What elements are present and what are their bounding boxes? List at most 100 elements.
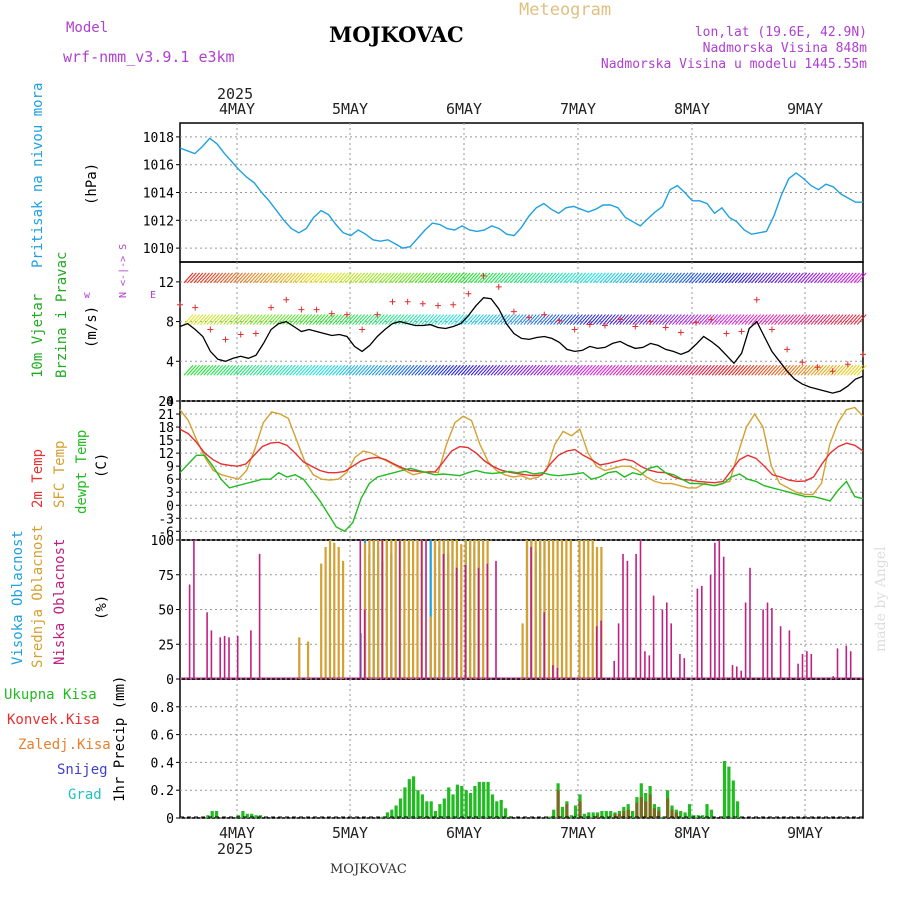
mid-cloud-title: Srednja Oblacnost [30, 525, 46, 668]
wind-arrow [771, 272, 781, 284]
y-tick-label: 1014 [143, 187, 174, 202]
wind-arrow [787, 314, 798, 325]
wind-arrow [493, 314, 504, 325]
wind-arrow [315, 272, 326, 284]
low-cloud-bar [206, 612, 208, 679]
low-cloud-bar [771, 608, 773, 679]
wind-arrow [223, 314, 233, 325]
wind-arrow [441, 364, 451, 376]
low-cloud-bar [749, 567, 751, 679]
wind-arrow [312, 272, 323, 284]
gust-mark [571, 326, 578, 333]
wind-arrow [503, 364, 514, 376]
wind-arrow [761, 364, 771, 376]
wind-arrow [510, 272, 521, 284]
y-tick-label: 1012 [143, 214, 174, 229]
legend-rain: Ukupna Kisa [4, 687, 97, 703]
precip-ylabel: 1hr Precip (mm) [112, 676, 128, 802]
wind-arrow [540, 364, 550, 376]
mid-cloud-bar [539, 540, 542, 679]
mid-cloud-bar [328, 540, 332, 679]
mid-cloud-bar [433, 540, 437, 679]
t2m-line [179, 428, 864, 484]
wind-arrow [474, 364, 484, 376]
wind-arrow [216, 272, 227, 284]
y-tick-label: 0.8 [151, 701, 174, 716]
low-cloud-bar [696, 588, 699, 679]
wind-arrow [764, 272, 775, 284]
gust-mark [829, 368, 836, 375]
wind-arrow [322, 272, 332, 284]
wind-arrow [648, 272, 659, 284]
low-cloud-bar [679, 654, 681, 679]
wind-arrow [602, 272, 613, 284]
wind-arrow [553, 272, 563, 284]
low-cloud-bar [228, 637, 230, 679]
wind-arrow [741, 272, 752, 284]
wind-arrow [771, 364, 781, 376]
wind-arrow [210, 364, 220, 376]
conv-rain-bar [578, 801, 582, 818]
low-cloud-bar [744, 602, 747, 679]
wind-arrow [751, 314, 761, 325]
wind-arrow [483, 272, 494, 284]
wind-arrow [474, 314, 484, 325]
wind-arrow [259, 364, 270, 376]
wind-arrow [804, 364, 814, 376]
mid-cloud-bar [473, 540, 476, 679]
wind-arrow [282, 272, 293, 284]
wind-arrow [401, 272, 412, 284]
wind-arrow [516, 314, 527, 325]
sfc-temp-line [179, 406, 864, 496]
wind-arrow [345, 314, 356, 325]
wind-arrow [450, 272, 461, 284]
gust-mark [860, 351, 866, 358]
wind-arrow [549, 364, 560, 376]
wind-arrow [474, 272, 484, 284]
gust-mark [647, 318, 654, 325]
wind-arrow [586, 364, 596, 376]
rain-bar [736, 801, 740, 818]
wind-arrow [672, 314, 682, 325]
low-cloud-bar [622, 553, 624, 679]
wind-arrow [754, 314, 765, 325]
wind-arrow [708, 272, 719, 284]
wind-arrow [846, 272, 857, 284]
wind-arrow [480, 272, 491, 284]
wind-arrow [487, 314, 497, 325]
wind-arrow [200, 314, 210, 325]
wind-arrow [196, 364, 207, 376]
gust-mark [601, 322, 608, 329]
wind-arrow [652, 364, 662, 376]
wind-arrow [266, 272, 276, 284]
wind-arrow [358, 314, 369, 325]
wind-arrow [579, 272, 590, 284]
wind-arrow [450, 364, 461, 376]
rain-bar [438, 804, 442, 818]
wind-arrow [573, 272, 583, 284]
wind-arrow [586, 272, 596, 284]
wind-series [177, 272, 867, 394]
y-tick-label: 3 [166, 486, 174, 501]
wind-arrow [804, 272, 814, 284]
wind-arrow [546, 272, 557, 284]
wind-arrow [744, 272, 755, 284]
rain-bar [495, 801, 499, 818]
wind-arrow [315, 364, 326, 376]
wind-arrow [856, 314, 867, 325]
wind-arrow [315, 314, 326, 325]
wind-arrow [658, 364, 669, 376]
gust-mark [465, 290, 472, 297]
wind-arrow [500, 272, 511, 284]
wind-arrow [361, 314, 372, 325]
temperature-panel [179, 400, 864, 541]
pressure-series [179, 137, 863, 249]
wind-arrow [807, 314, 818, 325]
wind-arrow [342, 272, 352, 284]
wind-arrow [398, 272, 408, 284]
wind-arrow [790, 314, 801, 325]
wind-arrow [695, 272, 705, 284]
mid-cloud-bar [469, 540, 472, 679]
low-cloud-bar [762, 609, 764, 679]
wind-arrow [246, 364, 257, 376]
